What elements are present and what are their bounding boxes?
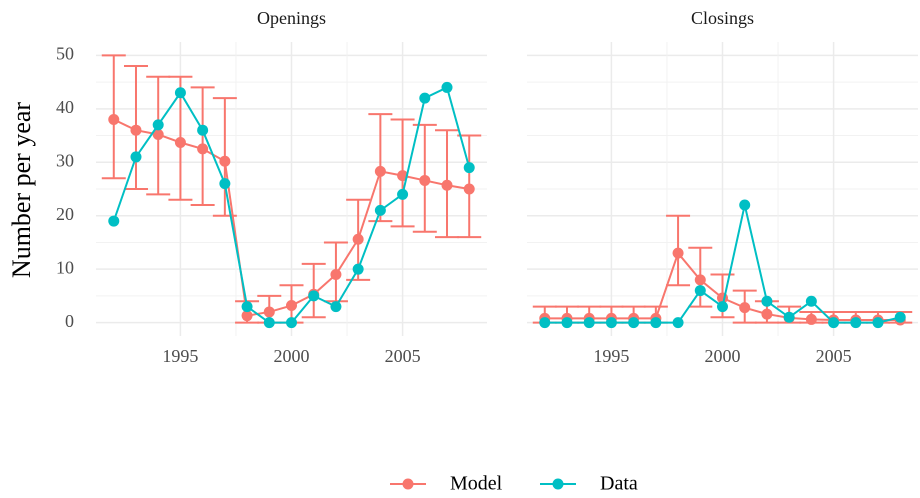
point [108,114,120,126]
point [197,124,209,136]
point [783,311,795,323]
point [374,165,386,177]
point [219,155,231,167]
y-tick-label: 30 [56,150,74,170]
y-tick-label: 0 [65,311,74,331]
y-tick-label: 20 [56,204,74,224]
point [197,143,209,155]
point [397,188,409,200]
point [894,311,906,323]
point [130,151,142,163]
point [308,290,320,302]
point [174,136,186,148]
x-tick-label: 2000 [274,346,310,366]
point [152,119,164,131]
point [263,317,275,329]
point [352,263,364,275]
x-tick-label: 2000 [705,346,741,366]
point [672,317,684,329]
facet-title: Closings [691,8,754,28]
y-tick-label: 50 [56,43,74,63]
point [463,162,475,174]
point [419,92,431,104]
point [130,124,142,136]
point [286,300,297,312]
point [717,301,728,313]
point [174,87,186,99]
point [286,317,297,329]
point [441,81,453,93]
point [761,308,773,320]
point [694,285,706,297]
point [805,295,817,307]
point [374,204,386,216]
point [850,317,862,329]
legend-key-point [402,478,414,490]
point [352,233,364,245]
point [539,317,551,329]
x-tick-label: 1995 [593,346,629,366]
point [583,317,595,329]
legend-label: Model [450,473,503,495]
point [828,317,840,329]
point [330,269,342,281]
point [241,301,253,313]
point [694,274,706,286]
legend-key-point [552,478,564,490]
point [650,317,662,329]
facet-title: Openings [257,8,326,28]
x-tick-label: 2005 [385,346,421,366]
y-tick-label: 40 [56,97,74,117]
y-axis-label: Number per year [7,102,36,278]
point [108,215,120,227]
point [628,317,640,329]
point [672,247,684,259]
point [263,306,275,318]
point [152,128,164,140]
point [761,295,773,307]
point [872,317,884,329]
x-tick-label: 2005 [816,346,852,366]
point [441,179,453,191]
point [463,183,475,195]
legend-label: Data [600,473,638,495]
point [605,317,617,329]
x-tick-label: 1995 [162,346,198,366]
point [805,313,817,325]
y-tick-label: 10 [56,257,74,277]
point [241,310,253,322]
point [739,302,751,314]
point [330,301,342,313]
point [219,178,231,190]
point [561,317,573,329]
point [419,174,431,186]
point [739,199,751,211]
